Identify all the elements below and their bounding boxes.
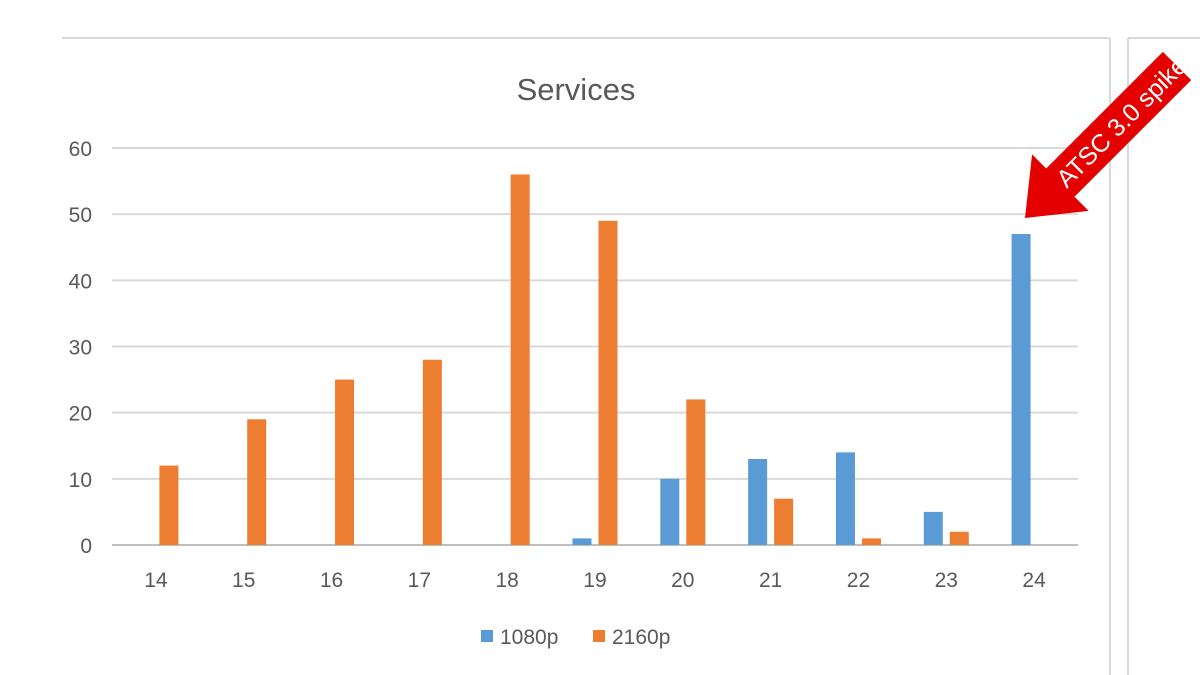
legend-swatch-1080p (481, 630, 493, 642)
bar-1080p-21 (748, 458, 768, 545)
y-tick-label: 40 (69, 270, 92, 293)
bar-1080p-23 (923, 511, 943, 545)
bar-1080p-20 (660, 478, 680, 545)
gridlines (112, 147, 1078, 546)
x-tick-label: 18 (496, 569, 519, 592)
bar-2160p-18 (510, 174, 530, 545)
bar-2160p-14 (159, 465, 179, 545)
bar-2160p-22 (861, 538, 881, 545)
y-tick-label: 10 (69, 469, 92, 492)
bar-1080p-19 (572, 538, 592, 545)
x-tick-label: 23 (935, 569, 958, 592)
bar-2160p-23 (949, 531, 969, 545)
legend-label-2160p: 2160p (612, 626, 670, 649)
x-tick-label: 15 (232, 569, 255, 592)
y-axis-tick-labels: 0 10 20 30 40 50 60 (69, 138, 92, 558)
bar-2160p-20 (686, 399, 706, 545)
bars (159, 174, 1031, 546)
bar-1080p-24 (1011, 234, 1031, 545)
y-tick-label: 50 (69, 204, 92, 227)
annotation-arrow: ATSC 3.0 spike (1025, 51, 1193, 218)
legend: 1080p 2160p (481, 626, 670, 649)
x-tick-label: 19 (583, 569, 606, 592)
x-tick-label: 22 (847, 569, 870, 592)
bar-1080p-22 (835, 452, 855, 545)
annotation-label: ATSC 3.0 spike (1051, 52, 1192, 193)
x-tick-label: 14 (144, 569, 168, 592)
chart-title: Services (517, 72, 636, 107)
x-tick-label: 16 (320, 569, 343, 592)
x-tick-label: 17 (408, 569, 431, 592)
x-tick-label: 21 (759, 569, 782, 592)
bar-2160p-19 (598, 220, 618, 546)
y-tick-label: 60 (69, 138, 92, 161)
arrow-icon (1025, 51, 1192, 218)
y-tick-label: 0 (80, 535, 92, 558)
y-tick-label: 20 (69, 403, 92, 426)
x-tick-label: 20 (671, 569, 694, 592)
bar-2160p-16 (335, 379, 355, 545)
legend-swatch-2160p (593, 630, 605, 642)
bar-2160p-17 (422, 359, 442, 545)
legend-label-1080p: 1080p (500, 626, 558, 649)
y-tick-label: 30 (69, 337, 92, 360)
x-axis-tick-labels: 14 15 16 17 18 19 20 21 22 23 24 (144, 569, 1046, 592)
bar-2160p-21 (774, 498, 794, 545)
bar-2160p-15 (247, 419, 267, 545)
x-tick-label: 24 (1022, 569, 1046, 592)
